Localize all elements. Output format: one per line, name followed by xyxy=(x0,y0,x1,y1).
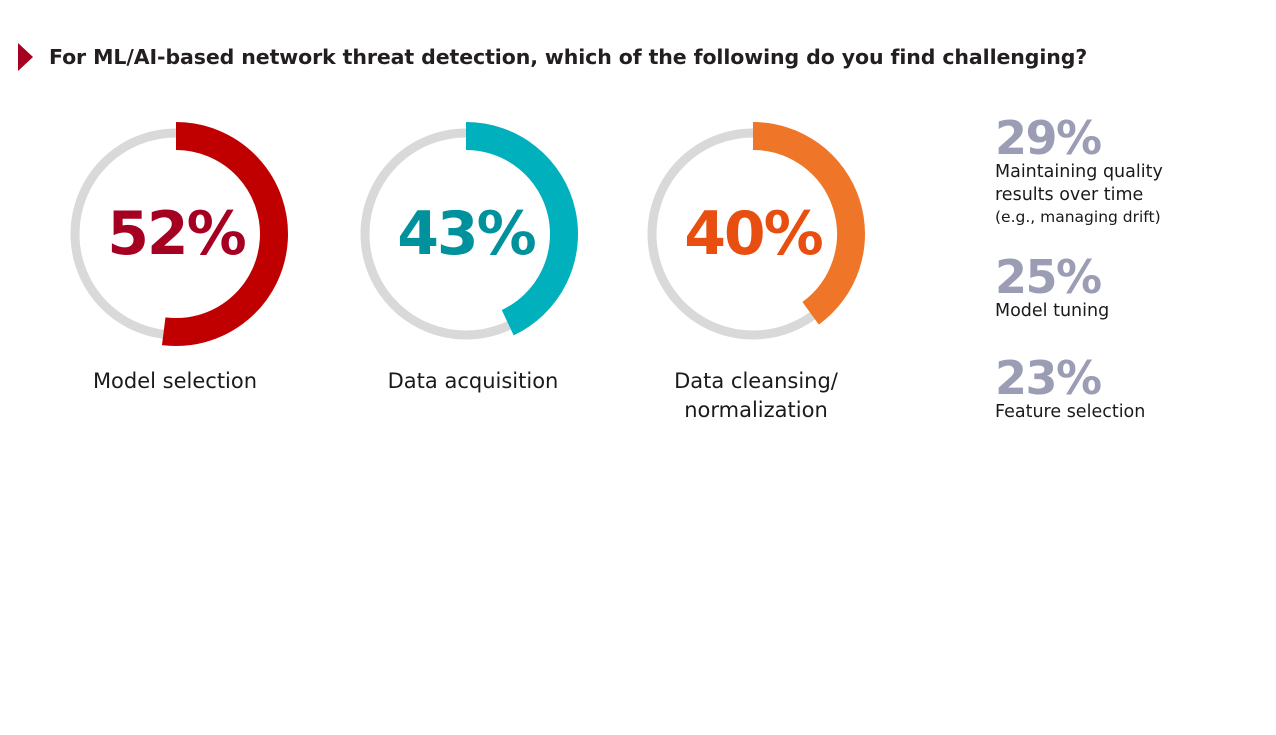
donut-svg xyxy=(70,122,288,346)
donut-svg xyxy=(360,122,578,340)
stat-label-line-2: results over time xyxy=(995,185,1144,205)
stat-maintaining-quality: 29% Maintaining quality results over tim… xyxy=(995,115,1163,227)
stat-label-line-1: Feature selection xyxy=(995,402,1146,422)
stat-value: 23% xyxy=(995,351,1102,405)
donut-value: 43% xyxy=(397,199,537,269)
stat-model-tuning: 25% Model tuning xyxy=(995,254,1109,323)
stat-sublabel: (e.g., managing drift) xyxy=(995,208,1161,226)
donut-label-text: Data acquisition xyxy=(387,369,559,393)
stat-label-line-1: Model tuning xyxy=(995,301,1110,321)
stat-feature-selection: 23% Feature selection xyxy=(995,355,1145,424)
chart-title: For ML/AI-based network threat detection… xyxy=(49,45,1088,69)
donut-value: 52% xyxy=(107,199,247,269)
donut-value-arc xyxy=(465,122,578,336)
donut-chart-data-cleansing: 40% xyxy=(645,121,865,347)
donut-value-arc xyxy=(161,122,288,346)
donut-label-model-selection: Model selection xyxy=(75,367,275,396)
stat-value: 25% xyxy=(995,250,1102,304)
caret-right-icon xyxy=(18,43,33,71)
donut-value: 40% xyxy=(684,199,824,269)
donut-label-line-2: normalization xyxy=(684,398,828,422)
donut-chart-model-selection: 52% xyxy=(68,121,288,347)
stat-value: 29% xyxy=(995,111,1102,165)
donut-value-arc xyxy=(752,122,865,325)
donut-label-line-1: Data cleansing/ xyxy=(674,369,838,393)
donut-label-data-cleansing: Data cleansing/ normalization xyxy=(641,367,871,425)
donut-chart-data-acquisition: 43% xyxy=(358,121,578,347)
stat-label-line-1: Maintaining quality xyxy=(995,162,1163,182)
donut-label-data-acquisition: Data acquisition xyxy=(363,367,583,396)
donut-label-text: Model selection xyxy=(92,369,258,393)
donut-svg xyxy=(647,122,865,340)
chart-header: For ML/AI-based network threat detection… xyxy=(18,42,1087,72)
